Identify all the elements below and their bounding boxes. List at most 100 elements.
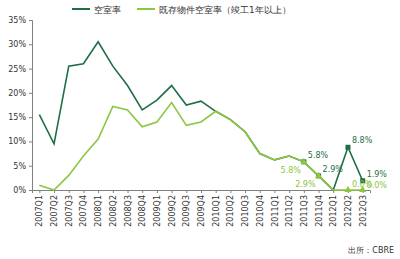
- y-tick-label: 0%: [13, 186, 26, 195]
- x-tick-label: 2010Q4: [256, 195, 265, 227]
- x-tick-mark: [274, 190, 275, 193]
- x-tick-mark: [289, 190, 290, 193]
- x-tick-mark: [98, 190, 99, 193]
- x-tick: 2011Q4: [315, 190, 324, 227]
- y-tick-label: 20%: [8, 89, 26, 98]
- y-tick-mark: [29, 44, 32, 45]
- x-tick-mark: [69, 190, 70, 193]
- x-tick-label: 2007Q1: [35, 195, 44, 227]
- chart: 0% 5% 10% 15% 20% 25% 30% 35% 2007Q1 2007Q2 2007Q3…: [0, 0, 400, 259]
- legend-swatch: [72, 8, 90, 10]
- x-tick-label: 2011Q2: [285, 195, 294, 227]
- y-tick: 10%: [8, 137, 32, 146]
- x-tick-mark: [172, 190, 173, 193]
- data-label: 2.9%: [323, 165, 344, 174]
- x-tick-label: 2009Q2: [168, 195, 177, 227]
- y-tick: 0%: [13, 186, 32, 195]
- series-line: [39, 103, 362, 190]
- legend-item: 空室率: [72, 5, 121, 15]
- source: 出所：CBRE: [348, 246, 394, 255]
- x-tick-mark: [216, 190, 217, 193]
- y-tick-mark: [29, 93, 32, 94]
- x-axis: 2007Q1 2007Q2 2007Q3 2007Q4 2008Q1 2008Q2 2008…: [33, 190, 371, 227]
- x-tick: 2009Q3: [182, 190, 191, 227]
- x-tick: 2009Q4: [197, 190, 206, 227]
- x-axis-line: [33, 191, 371, 194]
- y-axis: 0% 5% 10% 15% 20% 25% 30% 35%: [8, 16, 32, 195]
- data-labels: 5.8%2.9%8.8%1.9%5.8%2.9%0.0%0.0%: [281, 136, 388, 190]
- x-tick-mark: [230, 190, 231, 193]
- data-label: 0.0%: [367, 181, 388, 190]
- data-label: 2.9%: [295, 180, 316, 189]
- x-tick-mark: [128, 190, 129, 193]
- legend-label: 既存物件空室率（竣工1年以上）: [159, 5, 291, 15]
- x-tick-label: 2007Q3: [65, 195, 74, 227]
- x-tick: 2008Q2: [109, 190, 118, 227]
- x-tick-mark: [142, 190, 143, 193]
- series-group: [39, 42, 366, 192]
- y-tick-mark: [29, 117, 32, 118]
- x-tick-mark: [201, 190, 202, 193]
- y-tick: 25%: [8, 65, 32, 74]
- x-tick: 2011Q2: [285, 190, 294, 227]
- y-tick-mark: [29, 190, 32, 191]
- legend-label: 空室率: [94, 5, 121, 15]
- x-tick: 2007Q3: [65, 190, 74, 227]
- data-label: 1.9%: [367, 170, 388, 179]
- y-tick: 30%: [8, 40, 32, 49]
- x-tick: 2007Q2: [50, 190, 59, 227]
- x-tick-label: 2008Q4: [138, 195, 147, 227]
- x-tick: 2007Q1: [35, 190, 44, 227]
- x-tick-mark: [113, 190, 114, 193]
- x-tick: 2008Q3: [124, 190, 133, 227]
- y-tick: 20%: [8, 89, 32, 98]
- plot: 0% 5% 10% 15% 20% 25% 30% 35% 2007Q1 2007Q2 2007Q3…: [8, 16, 387, 227]
- y-tick-label: 25%: [8, 65, 26, 74]
- y-tick-mark: [29, 166, 32, 167]
- x-tick-label: 2011Q4: [315, 195, 324, 227]
- x-tick: 2009Q2: [168, 190, 177, 227]
- x-tick: 2012Q2: [344, 190, 353, 227]
- y-tick-label: 5%: [13, 162, 26, 171]
- legend-swatch: [137, 8, 155, 10]
- x-tick: 2010Q4: [256, 190, 265, 227]
- series-marker: [344, 186, 351, 192]
- y-tick: 15%: [8, 113, 32, 122]
- y-axis-line: [29, 21, 33, 191]
- series-line: [39, 42, 362, 190]
- x-tick-mark: [245, 190, 246, 193]
- x-tick: 2012Q3: [359, 190, 368, 227]
- x-tick-label: 2007Q4: [79, 195, 88, 227]
- x-tick-mark: [83, 190, 84, 193]
- x-tick-mark: [39, 190, 40, 193]
- y-tick-mark: [29, 69, 32, 70]
- x-tick-label: 2009Q3: [182, 195, 191, 227]
- data-label: 8.8%: [352, 136, 373, 145]
- x-tick-mark: [186, 190, 187, 193]
- y-tick: 35%: [8, 16, 32, 25]
- y-tick-label: 35%: [8, 16, 26, 25]
- x-tick: 2008Q1: [94, 190, 103, 227]
- x-tick-label: 2008Q2: [109, 195, 118, 227]
- x-tick-label: 2012Q2: [344, 195, 353, 227]
- x-tick: 2012Q1: [329, 190, 338, 227]
- series-marker: [300, 158, 307, 164]
- x-tick-mark: [157, 190, 158, 193]
- x-tick-label: 2010Q2: [226, 195, 235, 227]
- x-tick-mark: [304, 190, 305, 193]
- x-tick: 2009Q1: [153, 190, 162, 227]
- x-tick: 2007Q4: [79, 190, 88, 227]
- x-tick: 2010Q2: [226, 190, 235, 227]
- x-tick-label: 2009Q1: [153, 195, 162, 227]
- x-tick: 2010Q1: [212, 190, 221, 227]
- x-tick-label: 2010Q1: [212, 195, 221, 227]
- x-tick-label: 2010Q3: [241, 195, 250, 227]
- series-marker: [345, 145, 350, 150]
- data-label: 5.8%: [308, 151, 329, 160]
- legend-item: 既存物件空室率（竣工1年以上）: [137, 5, 291, 15]
- x-tick: 2011Q3: [300, 190, 309, 227]
- y-tick-label: 30%: [8, 40, 26, 49]
- x-tick-label: 2008Q3: [124, 195, 133, 227]
- x-tick-label: 2011Q1: [271, 195, 280, 227]
- y-tick-mark: [29, 20, 32, 21]
